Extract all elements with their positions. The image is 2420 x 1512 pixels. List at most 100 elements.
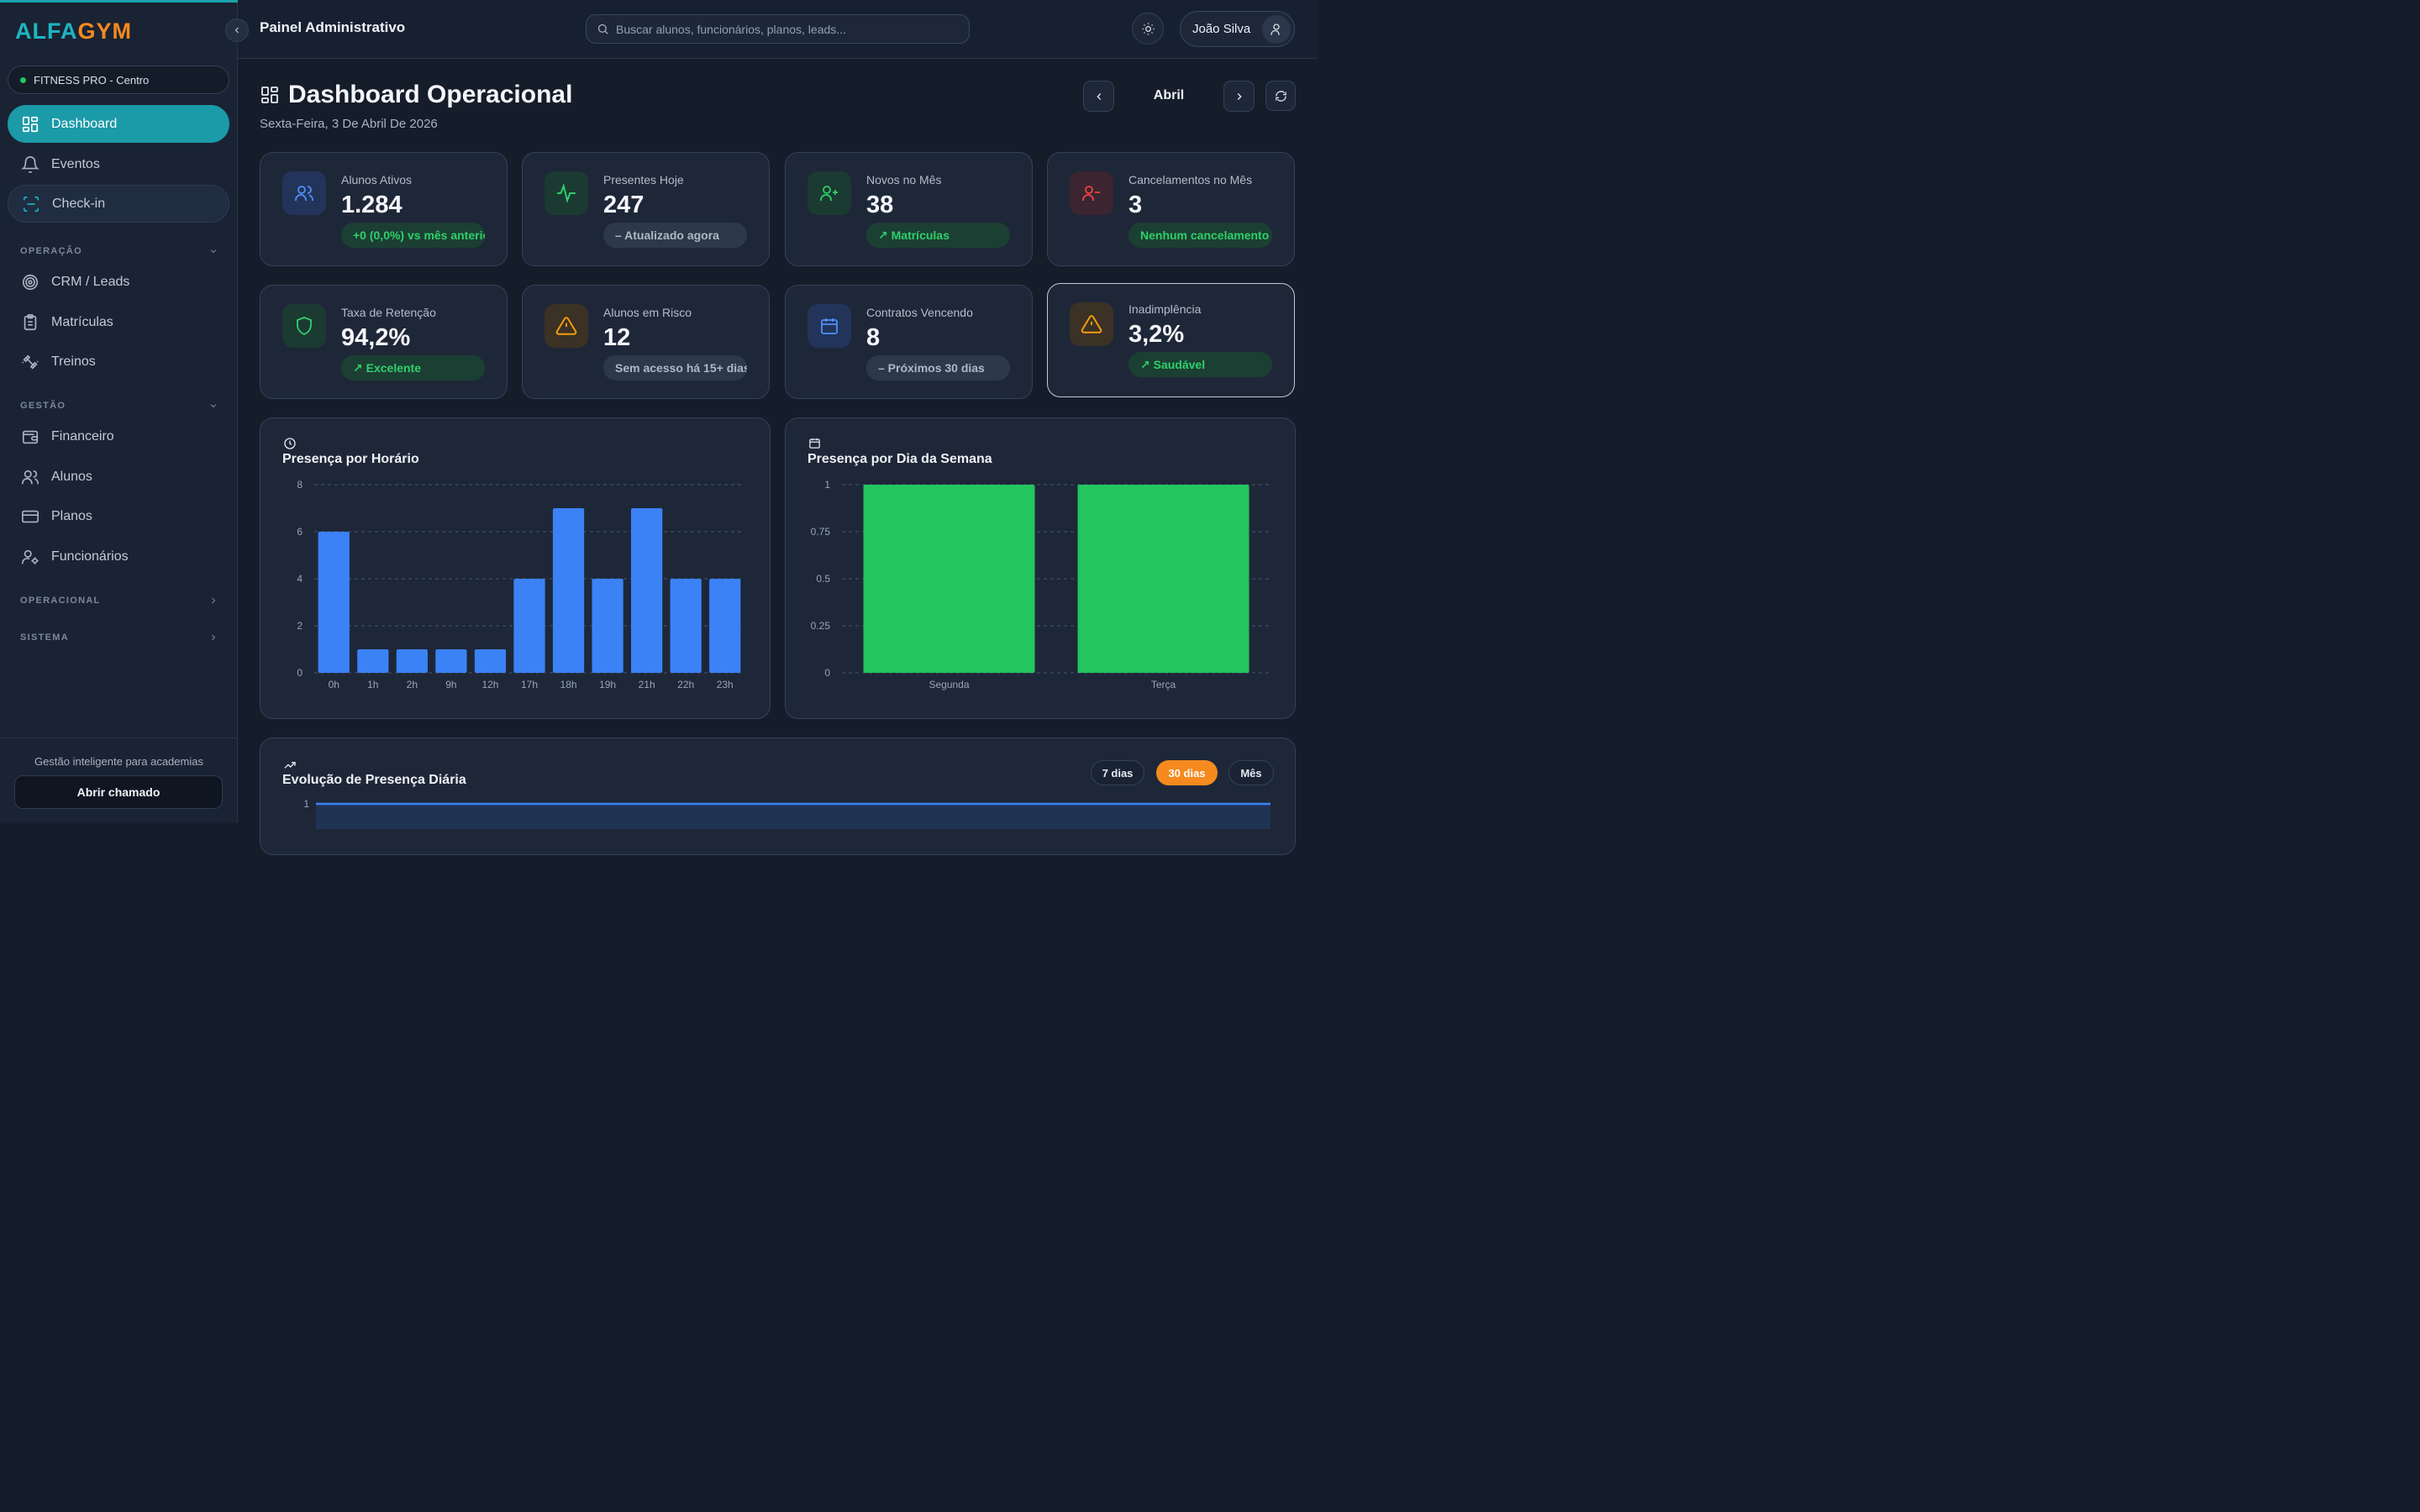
section-label: SISTEMA bbox=[20, 633, 69, 643]
theme-toggle-button[interactable] bbox=[1132, 13, 1164, 45]
bar bbox=[357, 649, 389, 673]
kpi-label: Novos no Mês bbox=[866, 173, 942, 186]
kpi-card-at-risk[interactable]: Alunos em Risco 12 Sem acesso há 15+ dia… bbox=[522, 285, 770, 399]
x-tick-label: 21h bbox=[639, 679, 655, 690]
chevron-down-icon bbox=[210, 249, 217, 254]
kpi-card-new-this-month[interactable]: Novos no Mês 38 ↗ Matrículas bbox=[785, 152, 1033, 266]
area-fill bbox=[316, 804, 1270, 829]
kpi-card-retention[interactable]: Taxa de Retenção 94,2% ↗ Excelente bbox=[260, 285, 508, 399]
topbar: Painel Administrativo João Silva bbox=[238, 0, 1318, 59]
next-month-button[interactable] bbox=[1223, 81, 1255, 112]
search-input[interactable] bbox=[616, 22, 960, 36]
bell-icon bbox=[21, 155, 39, 173]
section-gestao[interactable]: GESTÃO bbox=[20, 401, 218, 411]
range-month-button[interactable]: Mês bbox=[1228, 760, 1274, 785]
refresh-button[interactable] bbox=[1265, 81, 1296, 111]
prev-month-button[interactable] bbox=[1083, 81, 1114, 112]
x-tick-label: 12h bbox=[481, 679, 498, 690]
kpi-badge: ↗ Excelente bbox=[341, 355, 485, 381]
user-name: João Silva bbox=[1192, 22, 1251, 36]
bar bbox=[435, 649, 467, 673]
section-operacao[interactable]: OPERAÇÃO bbox=[20, 246, 218, 256]
kpi-label: Presentes Hoje bbox=[603, 173, 684, 186]
kpi-badge: Sem acesso há 15+ dias bbox=[603, 355, 747, 381]
avatar bbox=[1262, 15, 1291, 44]
bar bbox=[474, 649, 507, 673]
bar bbox=[513, 579, 545, 673]
kpi-card-present-today[interactable]: Presentes Hoje 247 – Atualizado agora bbox=[522, 152, 770, 266]
kpi-label: Alunos Ativos bbox=[341, 173, 413, 186]
y-tick-label: 6 bbox=[297, 526, 302, 538]
sidebar-item-label: Treinos bbox=[51, 354, 96, 369]
weekday-chart-title: Presença por Dia da Semana bbox=[808, 452, 992, 466]
sidebar-item-checkin[interactable]: Check-in bbox=[8, 185, 229, 223]
status-dot bbox=[20, 76, 26, 83]
bar bbox=[396, 649, 428, 673]
wallet-icon bbox=[22, 430, 39, 444]
kpi-label: Contratos Vencendo bbox=[866, 306, 973, 319]
user-icon bbox=[1270, 24, 1280, 35]
sidebar-item-crm[interactable]: CRM / Leads bbox=[8, 263, 229, 301]
kpi-card-active-students[interactable]: Alunos Ativos 1.284 +0 (0,0%) vs mês ant… bbox=[260, 152, 508, 266]
y-tick-label: 1 bbox=[303, 798, 309, 810]
section-label: OPERAÇÃO bbox=[20, 246, 82, 256]
refresh-icon bbox=[1275, 90, 1286, 102]
bar bbox=[592, 579, 623, 673]
kpi-value: 38 bbox=[866, 192, 894, 218]
search-box[interactable] bbox=[586, 14, 970, 44]
weekday-attendance-panel: Presença por Dia da Semana 0 0.25 0.5 0.75 1… bbox=[785, 417, 1296, 719]
range-7-days-button[interactable]: 7 dias bbox=[1091, 760, 1144, 785]
x-tick-label: 17h bbox=[521, 679, 538, 690]
hourly-chart-title: Presença por Horário bbox=[282, 452, 419, 466]
sidebar-item-funcionarios[interactable]: Funcionários bbox=[8, 538, 229, 575]
sidebar-item-label: Funcionários bbox=[51, 549, 129, 564]
target-icon bbox=[22, 274, 39, 290]
credit-card-icon bbox=[22, 510, 39, 522]
y-tick-label: 4 bbox=[297, 573, 302, 585]
bar bbox=[863, 485, 1035, 673]
daily-attendance-chart: 1 bbox=[303, 798, 1270, 829]
x-tick-label: 0h bbox=[329, 679, 339, 690]
kpi-value: 3,2% bbox=[1128, 321, 1185, 348]
x-tick-label: 19h bbox=[599, 679, 616, 690]
sidebar: ALFAGYM FITNESS PRO - Centro Dashboard E… bbox=[0, 0, 238, 823]
kpi-card-cancellations[interactable]: Cancelamentos no Mês 3 Nenhum cancelamen… bbox=[1047, 152, 1295, 266]
kpi-card-expiring-contracts[interactable]: Contratos Vencendo 8 – Próximos 30 dias bbox=[785, 285, 1033, 399]
chevron-right-icon bbox=[212, 634, 216, 641]
dashboard-icon bbox=[261, 87, 278, 103]
sidebar-item-alunos[interactable]: Alunos bbox=[8, 458, 229, 496]
kpi-label: Taxa de Retenção bbox=[341, 306, 436, 319]
kpi-card-delinquency[interactable]: Inadimplência 3,2% ↗ Saudável bbox=[1047, 283, 1295, 397]
collapse-sidebar-button[interactable] bbox=[225, 18, 249, 42]
kpi-badge: +0 (0,0%) vs mês anterior bbox=[341, 223, 485, 248]
open-ticket-button[interactable]: Abrir chamado bbox=[14, 775, 223, 809]
sidebar-item-dashboard[interactable]: Dashboard bbox=[8, 105, 229, 143]
hourly-attendance-chart: 0 2 4 6 8 0h 1h 2h 9h 12h 17h 18h 19h 21h 22h 23h bbox=[297, 479, 744, 690]
sidebar-footer: Gestão inteligente para academias Abrir … bbox=[0, 738, 238, 823]
unit-selector[interactable]: FITNESS PRO - Centro bbox=[8, 66, 229, 94]
chevron-left-icon bbox=[1096, 92, 1101, 100]
sidebar-item-eventos[interactable]: Eventos bbox=[8, 145, 229, 183]
chevron-left-icon bbox=[234, 27, 239, 34]
x-tick-label: 9h bbox=[445, 679, 456, 690]
y-tick-label: 0 bbox=[824, 667, 830, 679]
range-30-days-button[interactable]: 30 dias bbox=[1156, 760, 1218, 785]
bar bbox=[318, 532, 350, 673]
chevron-right-icon bbox=[1237, 92, 1242, 100]
bar bbox=[631, 508, 663, 673]
chevron-down-icon bbox=[210, 404, 217, 408]
sidebar-item-financeiro[interactable]: Financeiro bbox=[8, 417, 229, 455]
kpi-value: 247 bbox=[603, 192, 644, 218]
sidebar-item-planos[interactable]: Planos bbox=[8, 497, 229, 535]
page-title-text: Dashboard Operacional bbox=[288, 81, 573, 108]
kpi-badge: – Próximos 30 dias bbox=[866, 355, 1010, 381]
section-operacional[interactable]: OPERACIONAL bbox=[20, 596, 218, 606]
kpi-badge: Nenhum cancelamento bbox=[1128, 223, 1272, 248]
section-sistema[interactable]: SISTEMA bbox=[20, 633, 218, 643]
sidebar-item-matriculas[interactable]: Matrículas bbox=[8, 303, 229, 341]
x-tick-label: 23h bbox=[717, 679, 734, 690]
brand-logo[interactable]: ALFAGYM bbox=[15, 18, 132, 45]
user-menu-button[interactable]: João Silva bbox=[1180, 11, 1295, 47]
sidebar-item-treinos[interactable]: Treinos bbox=[8, 343, 229, 381]
user-cog-icon bbox=[22, 549, 39, 564]
